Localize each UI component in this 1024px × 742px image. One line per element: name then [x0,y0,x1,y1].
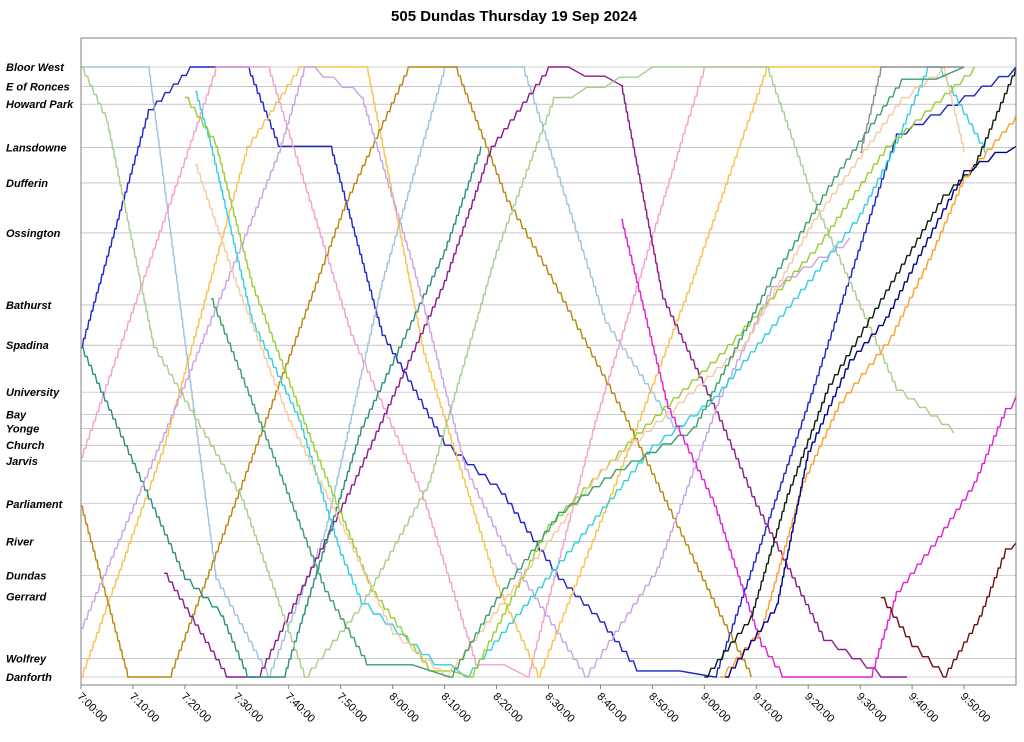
stop-label-9: Bay [6,410,27,422]
vehicle-trips [81,66,1017,678]
x-tick-label-15: 9:30:00 [854,691,888,725]
x-tick-label-17: 9:50:00 [958,691,992,725]
chart-title: 505 Dundas Thursday 19 Sep 2024 [391,8,638,25]
x-tick-label-1: 7:10:00 [127,691,161,725]
trip-line-13 [621,218,1017,678]
trip-line-2 [81,66,767,678]
stop-label-10: Yonge [6,424,39,436]
plot-frame [80,37,1017,686]
stop-label-12: Jarvis [6,456,38,468]
x-tick-label-9: 8:30:00 [542,691,576,725]
trip-line-3 [81,66,887,678]
trip-line-9 [195,66,986,678]
x-tick-label-8: 8:20:00 [490,691,524,725]
trip-line-7 [81,66,955,678]
stop-label-18: Danforth [6,672,52,684]
trip-line-0 [81,66,1017,678]
stop-label-14: River [6,537,34,549]
stop-label-0: Bloor West [6,62,65,74]
stop-label-15: Dundas [6,571,46,583]
trip-line-16 [719,115,1017,678]
stop-label-2: Howard Park [6,99,74,111]
trip-line-15 [880,542,1017,678]
stop-gridlines [81,66,1016,678]
x-tick-label-5: 7:50:00 [335,691,369,725]
stop-label-5: Ossington [6,228,61,240]
stop-label-3: Lansdowne [6,143,67,155]
x-tick-label-10: 8:40:00 [594,691,628,725]
trip-line-10 [184,66,976,678]
x-tick-label-6: 8:00:00 [387,691,421,725]
x-tick-label-3: 7:30:00 [231,691,265,725]
stop-labels: Bloor West E of Ronces Howard Park Lansdown… [6,62,74,684]
stop-label-7: Spadina [6,340,49,352]
stop-label-1: E of Ronces [6,82,70,94]
x-tick-label-13: 9:10:00 [750,691,784,725]
x-tick-label-14: 9:20:00 [802,691,836,725]
stop-label-4: Dufferin [6,178,48,190]
trip-line-11 [195,66,965,678]
time-tick-labels: 7:00:00 7:10:00 7:20:00 7:30:00 7:40:00 7:50:… [75,685,992,725]
stop-label-16: Gerrard [6,591,47,603]
stop-label-6: Bathurst [6,300,53,312]
trip-line-5 [164,66,907,678]
trip-line-17 [860,66,965,154]
trip-line-8 [81,66,851,678]
x-tick-label-0: 7:00:00 [75,691,109,725]
stop-label-8: University [6,387,60,399]
trip-line-18 [725,145,1017,678]
stop-label-17: Wolfrey [6,654,47,666]
trip-line-4 [81,66,752,678]
x-tick-label-4: 7:40:00 [283,691,317,725]
x-tick-label-16: 9:40:00 [906,691,940,725]
x-tick-label-12: 9:00:00 [698,691,732,725]
x-tick-label-7: 8:10:00 [438,691,472,725]
trip-line-12 [210,66,965,678]
x-tick-label-11: 8:50:00 [646,691,680,725]
trip-line-1 [81,66,684,678]
stop-label-11: Church [6,440,45,452]
x-tick-label-2: 7:20:00 [179,691,213,725]
trip-line-6 [81,146,482,678]
stop-label-13: Parliament [6,499,64,511]
